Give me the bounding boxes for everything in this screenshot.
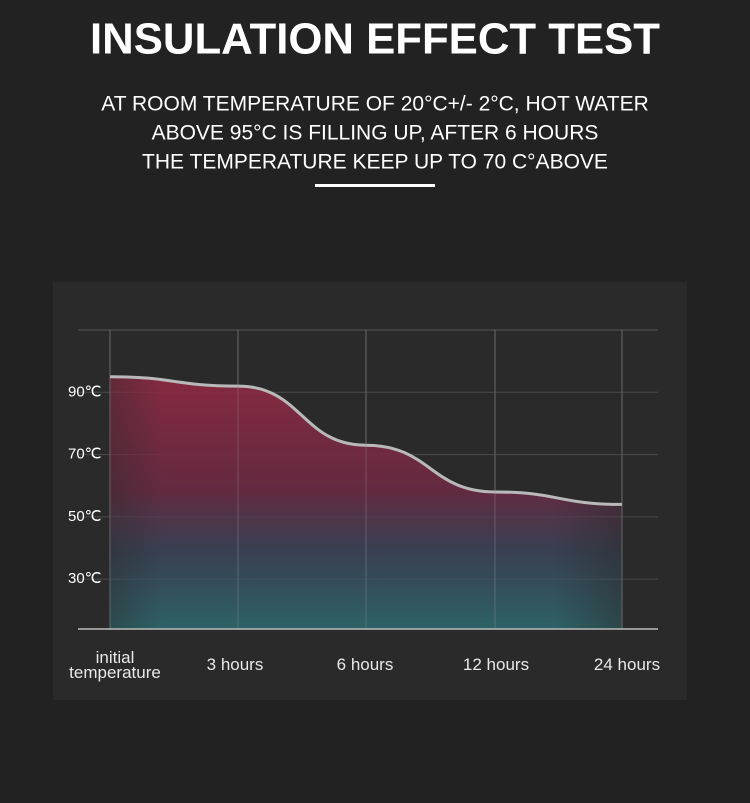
y-tick-label: 90℃ <box>68 383 102 400</box>
x-tick-label: 24 hours <box>593 655 661 674</box>
x-tick-label: initial temperature <box>69 648 161 682</box>
line <box>109 375 623 506</box>
subtitle-line: ABOVE 95°C IS FILLING UP, AFTER 6 HOURS <box>152 122 599 145</box>
y-tick-label: 30℃ <box>68 570 102 587</box>
subtitle-line: THE TEMPERATURE KEEP UP TO 70 C°ABOVE <box>142 151 608 174</box>
x-tick-label: 3 hours <box>206 655 264 674</box>
y-tick-label: 70℃ <box>68 446 102 463</box>
area-group <box>110 376 622 629</box>
x-tick-label: 12 hours <box>462 655 530 674</box>
chart-title: INSULATION EFFECT TEST <box>90 15 660 64</box>
y-tick-label: 50℃ <box>68 508 102 525</box>
area <box>110 376 622 629</box>
subtitle-line: AT ROOM TEMPERATURE OF 20°C+/- 2°C, HOT … <box>101 93 649 116</box>
x-tick-label: 6 hours <box>336 655 394 674</box>
title-underline <box>315 184 435 187</box>
